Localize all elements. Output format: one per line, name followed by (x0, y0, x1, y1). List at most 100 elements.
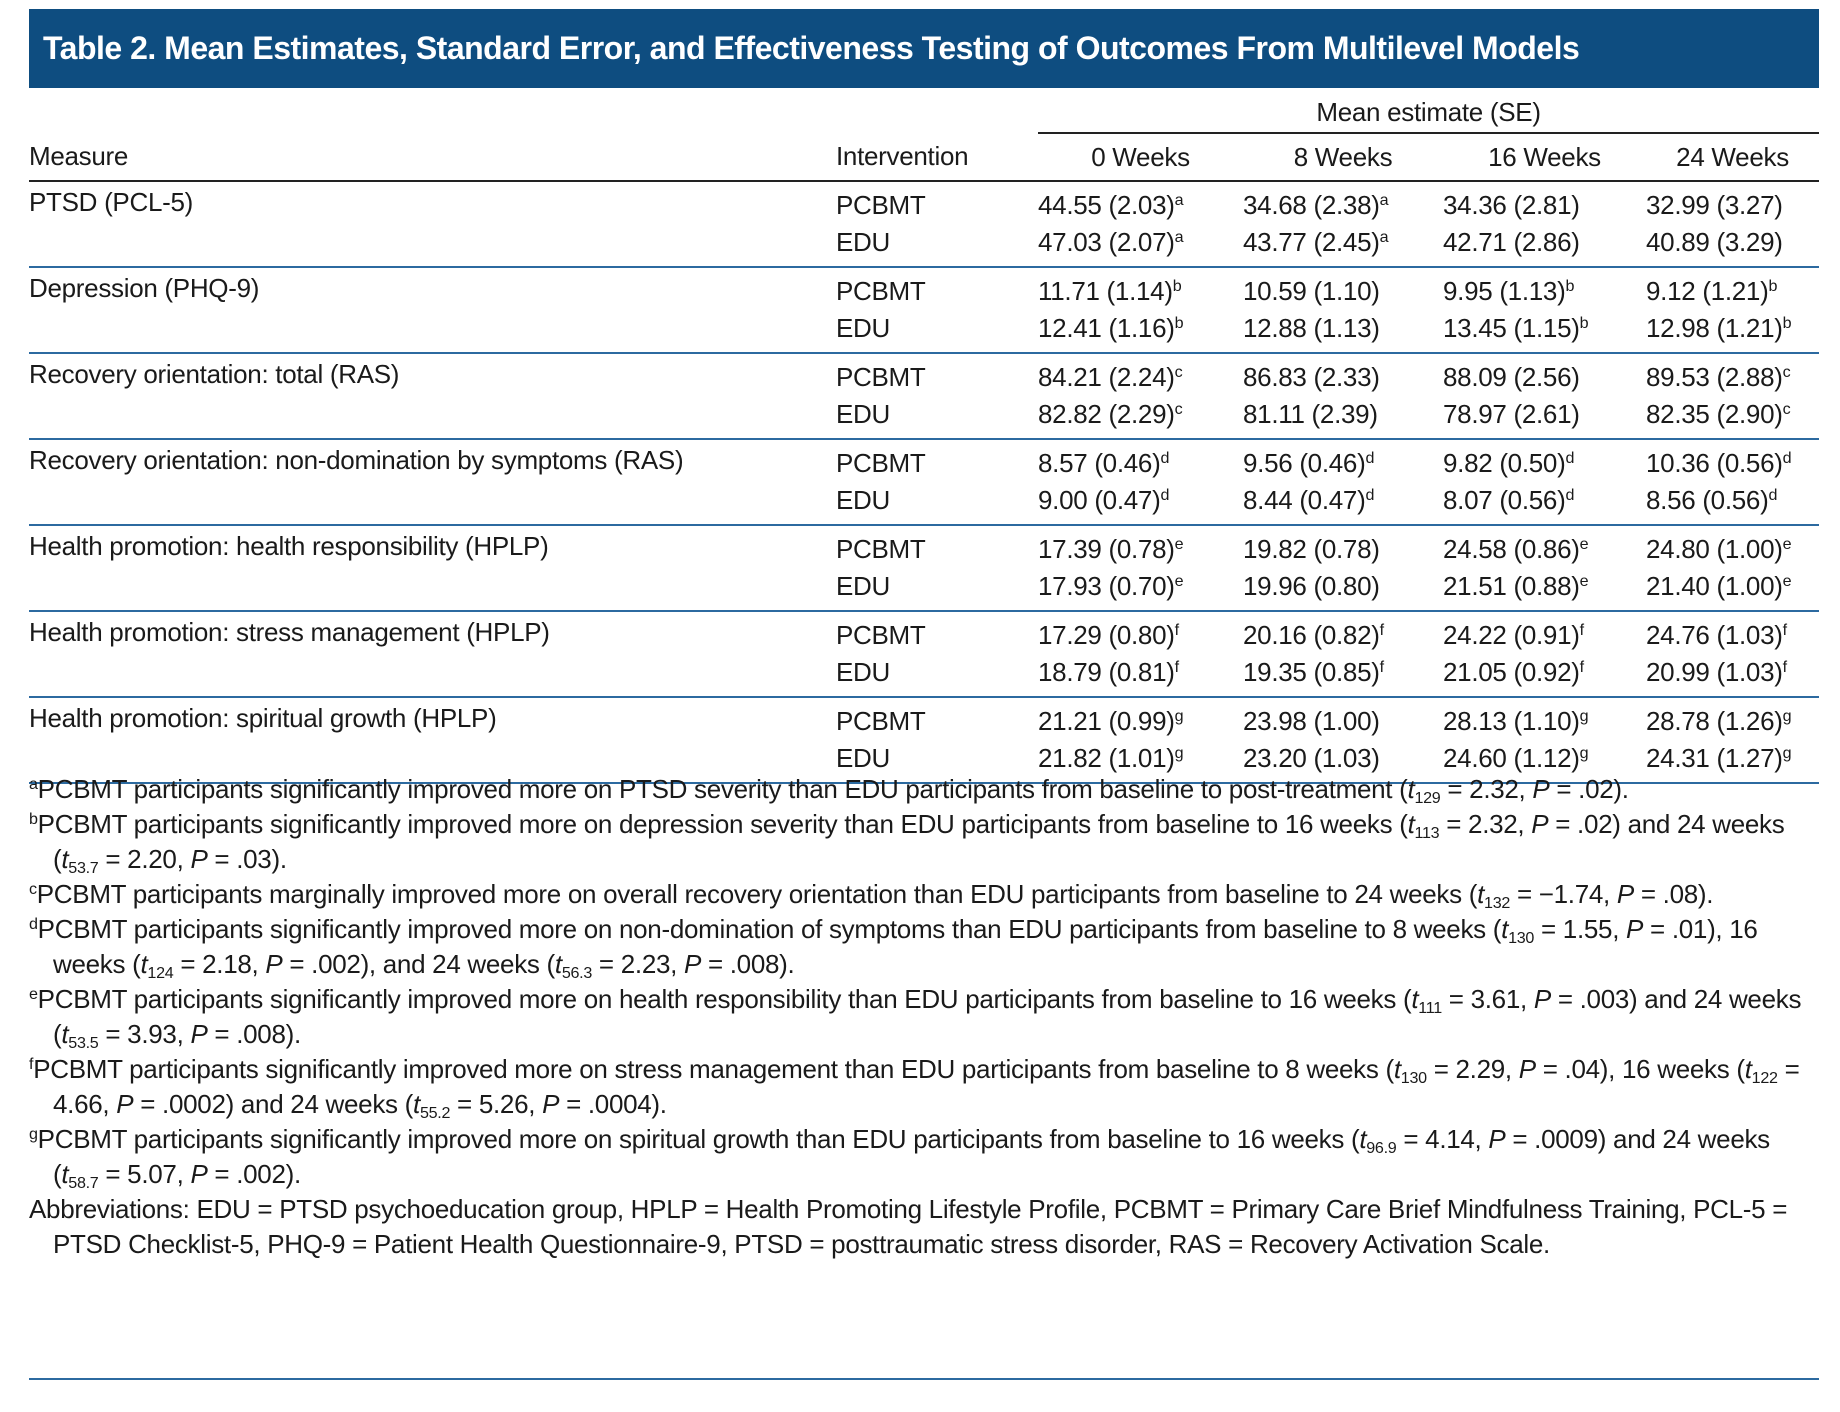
estimate-text: 24.58 (0.86) (1443, 534, 1580, 564)
estimate-text: 12.41 (1.16) (1038, 313, 1175, 343)
group-header: Mean estimate (SE) (1038, 92, 1820, 134)
measure-cell: PTSD (PCL-5) (29, 187, 193, 217)
estimate-cell: 82.82 (2.29)c (1038, 396, 1243, 439)
measure-group: Health promotion: health responsibility … (29, 525, 1820, 611)
estimate-cell: 12.41 (1.16)b (1038, 310, 1243, 353)
subscript: 55.2 (419, 1103, 451, 1122)
estimate-cell: 24.58 (0.86)e (1443, 525, 1646, 568)
intervention-cell: PCBMT (836, 362, 926, 392)
estimate-cell: 23.20 (1.03) (1243, 740, 1443, 783)
intervention-cell: PCBMT (836, 276, 926, 306)
estimate-text: 17.29 (0.80) (1038, 620, 1175, 650)
subscript: 129 (1414, 788, 1441, 807)
column-header: 24 Weeks (1646, 133, 1820, 182)
estimate-cell: 24.80 (1.00)e (1646, 525, 1819, 568)
table-row: EDU 21.82 (1.01)g 23.20 (1.03) 24.60 (1.12)… (29, 740, 1819, 783)
estimate-text: 28.13 (1.10) (1443, 706, 1580, 736)
footnote: fPCBMT participants significantly improv… (29, 1052, 1819, 1122)
footnote-text: = .003) and 24 weeks ( (53, 984, 1802, 1049)
table-row: EDU 47.03 (2.07)a 43.77 (2.45)a 42.71 (2.86… (29, 224, 1819, 267)
estimate-cell: 28.78 (1.26)g (1646, 697, 1819, 740)
estimate-cell: 21.40 (1.00)e (1646, 568, 1819, 611)
footnote-ref: b (1172, 277, 1182, 296)
italic-symbol: t (61, 844, 69, 874)
estimate-cell: 34.36 (2.81) (1443, 181, 1646, 224)
footnote-ref: d (1782, 449, 1792, 468)
footnote-ref: g (1782, 744, 1792, 763)
subscript: 113 (1414, 823, 1440, 842)
estimate-text: 19.82 (0.78) (1243, 534, 1380, 564)
footnote-mark: b (29, 810, 38, 829)
estimate-cell: 10.36 (0.56)d (1646, 439, 1819, 482)
estimate-cell: 89.53 (2.88)c (1646, 353, 1819, 396)
estimate-cell: 86.83 (2.33) (1243, 353, 1443, 396)
italic-symbol: t (1407, 774, 1415, 804)
footnote-ref: b (1768, 277, 1778, 296)
estimate-text: 78.97 (2.61) (1443, 399, 1580, 429)
footnote-text: = 3.61, (1441, 984, 1534, 1014)
italic-symbol: t (1477, 879, 1485, 909)
estimate-text: 82.82 (2.29) (1038, 399, 1175, 429)
estimate-cell: 9.82 (0.50)d (1443, 439, 1646, 482)
footnote-text: PCBMT participants significantly improve… (37, 774, 1408, 804)
estimate-cell: 24.31 (1.27)g (1646, 740, 1819, 783)
measure-cell: Health promotion: health responsibility … (29, 531, 549, 561)
estimate-cell: 24.22 (0.91)f (1443, 611, 1646, 654)
footnote-text: = .008). (701, 949, 795, 979)
estimate-text: 86.83 (2.33) (1243, 362, 1380, 392)
estimate-text: 42.71 (2.86) (1443, 227, 1580, 257)
estimate-text: 10.59 (1.10) (1243, 276, 1380, 306)
estimate-cell: 17.39 (0.78)e (1038, 525, 1243, 568)
footnote-text: = 2.18, (173, 949, 266, 979)
estimate-text: 84.21 (2.24) (1038, 362, 1175, 392)
estimate-text: 88.09 (2.56) (1443, 362, 1580, 392)
table-title: Table 2. Mean Estimates, Standard Error,… (29, 9, 1819, 88)
footnote-ref: a (1174, 191, 1184, 210)
estimate-cell: 11.71 (1.14)b (1038, 267, 1243, 310)
estimate-cell: 24.76 (1.03)f (1646, 611, 1819, 654)
footnote-text: = .0002) and 24 weeks ( (133, 1089, 414, 1119)
subscript: 53.7 (68, 858, 99, 877)
estimate-cell: 82.35 (2.90)c (1646, 396, 1819, 439)
table-row: EDU 12.41 (1.16)b 12.88 (1.13) 13.45 (1.15)… (29, 310, 1819, 353)
footnote-text: = 2.20, (98, 844, 191, 874)
footnote-ref: g (1174, 744, 1184, 763)
footnote-ref: a (1379, 191, 1389, 210)
bottom-rule (29, 1378, 1819, 1380)
intervention-cell: PCBMT (836, 620, 926, 650)
estimate-cell: 9.12 (1.21)b (1646, 267, 1819, 310)
estimate-text: 8.57 (0.46) (1038, 448, 1161, 478)
estimate-cell: 23.98 (1.00) (1243, 697, 1443, 740)
footnote-text: = .002). (207, 1159, 301, 1189)
measure-cell: Health promotion: spiritual growth (HPLP… (29, 703, 497, 733)
footnote-text: = −1.74, (1510, 879, 1617, 909)
italic-symbol: P (190, 1159, 208, 1189)
footnote-text: PCBMT participants significantly improve… (33, 1054, 1394, 1084)
estimate-text: 19.96 (0.80) (1243, 571, 1380, 601)
italic-symbol: t (554, 949, 562, 979)
footnote-ref: e (1174, 535, 1184, 554)
measure-group: PTSD (PCL-5) PCBMT 44.55 (2.03)a 34.68 (2.3… (29, 181, 1820, 267)
footnote-text: = .0004). (559, 1089, 667, 1119)
footnote-ref: c (1174, 400, 1183, 419)
footnote-ref: f (1579, 621, 1585, 640)
footnote-ref: c (1782, 400, 1791, 419)
estimate-text: 17.39 (0.78) (1038, 534, 1175, 564)
footnote-mark: d (29, 915, 38, 934)
measure-group: Depression (PHQ-9) PCBMT 11.71 (1.14)b 10.5… (29, 267, 1820, 353)
footnote: bPCBMT participants significantly improv… (29, 807, 1819, 877)
italic-symbol: P (1626, 914, 1644, 944)
estimate-cell: 17.29 (0.80)f (1038, 611, 1243, 654)
footnote-ref: b (1782, 314, 1792, 333)
intervention-cell: EDU (836, 399, 890, 429)
italic-symbol: t (1411, 984, 1419, 1014)
intervention-cell: PCBMT (836, 706, 926, 736)
estimate-cell: 20.99 (1.03)f (1646, 654, 1819, 697)
italic-symbol: t (61, 1159, 69, 1189)
table-row: Health promotion: spiritual growth (HPLP… (29, 697, 1819, 740)
subscript: 132 (1484, 893, 1511, 912)
estimate-text: 9.95 (1.13) (1443, 276, 1566, 306)
footnote-text: = 1.55, (1534, 914, 1627, 944)
footnote-ref: g (1174, 707, 1184, 726)
